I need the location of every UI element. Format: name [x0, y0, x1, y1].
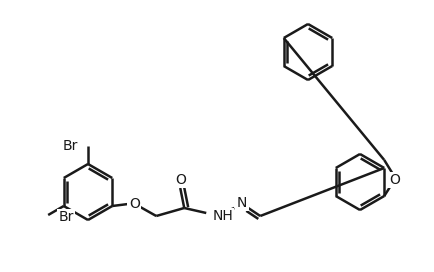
Text: NH: NH: [212, 209, 233, 223]
Text: N: N: [237, 196, 247, 210]
Text: Br: Br: [62, 139, 78, 153]
Text: Br: Br: [58, 210, 73, 224]
Text: O: O: [389, 173, 400, 187]
Text: O: O: [129, 197, 140, 211]
Text: O: O: [175, 173, 186, 187]
